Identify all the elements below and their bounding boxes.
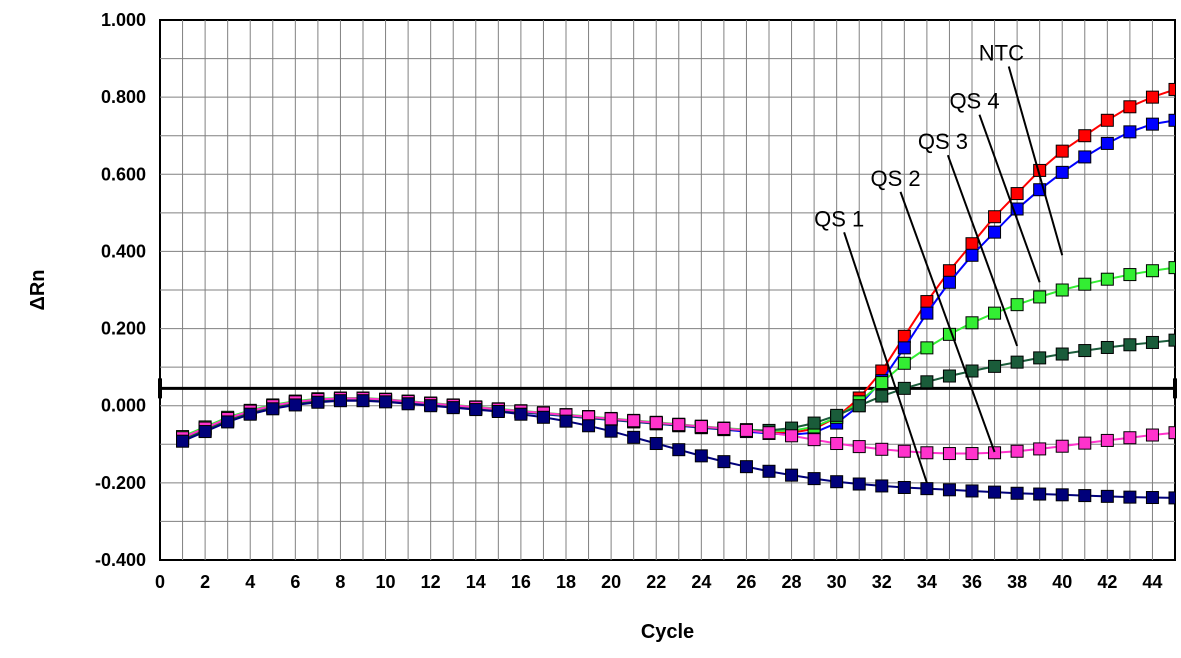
svg-text:12: 12 <box>421 572 441 592</box>
svg-text:32: 32 <box>872 572 892 592</box>
annotation-label: QS 4 <box>949 89 999 114</box>
x-axis-title: Cycle <box>641 621 694 643</box>
svg-text:10: 10 <box>376 572 396 592</box>
svg-text:26: 26 <box>736 572 756 592</box>
svg-text:30: 30 <box>827 572 847 592</box>
svg-text:-0.200: -0.200 <box>95 473 146 493</box>
svg-text:0.000: 0.000 <box>101 396 146 416</box>
annotation-label: NTC <box>979 41 1024 66</box>
svg-text:40: 40 <box>1052 572 1072 592</box>
svg-text:0.400: 0.400 <box>101 241 146 261</box>
svg-text:0: 0 <box>155 572 165 592</box>
svg-text:36: 36 <box>962 572 982 592</box>
svg-text:4: 4 <box>245 572 255 592</box>
svg-text:6: 6 <box>290 572 300 592</box>
annotation-label: QS 2 <box>871 166 921 191</box>
chart-svg: -0.400 -0.200 0.000 0.200 0.400 0.600 0.800 1.0… <box>0 0 1181 658</box>
y-axis-title: ΔRn <box>27 269 49 310</box>
svg-text:24: 24 <box>691 572 711 592</box>
svg-text:0.600: 0.600 <box>101 164 146 184</box>
svg-text:44: 44 <box>1142 572 1162 592</box>
annotation-label: QS 1 <box>814 206 864 231</box>
svg-text:0.200: 0.200 <box>101 319 146 339</box>
svg-text:42: 42 <box>1097 572 1117 592</box>
svg-text:16: 16 <box>511 572 531 592</box>
svg-text:20: 20 <box>601 572 621 592</box>
svg-text:-0.400: -0.400 <box>95 550 146 570</box>
svg-text:34: 34 <box>917 572 937 592</box>
svg-text:28: 28 <box>782 572 802 592</box>
annotation-label: QS 3 <box>918 129 968 154</box>
svg-text:0.800: 0.800 <box>101 87 146 107</box>
amplification-chart: -0.400 -0.200 0.000 0.200 0.400 0.600 0.800 1.0… <box>0 0 1181 658</box>
svg-text:2: 2 <box>200 572 210 592</box>
svg-text:8: 8 <box>335 572 345 592</box>
svg-text:1.000: 1.000 <box>101 10 146 30</box>
svg-text:18: 18 <box>556 572 576 592</box>
svg-text:22: 22 <box>646 572 666 592</box>
svg-text:38: 38 <box>1007 572 1027 592</box>
svg-text:14: 14 <box>466 572 486 592</box>
